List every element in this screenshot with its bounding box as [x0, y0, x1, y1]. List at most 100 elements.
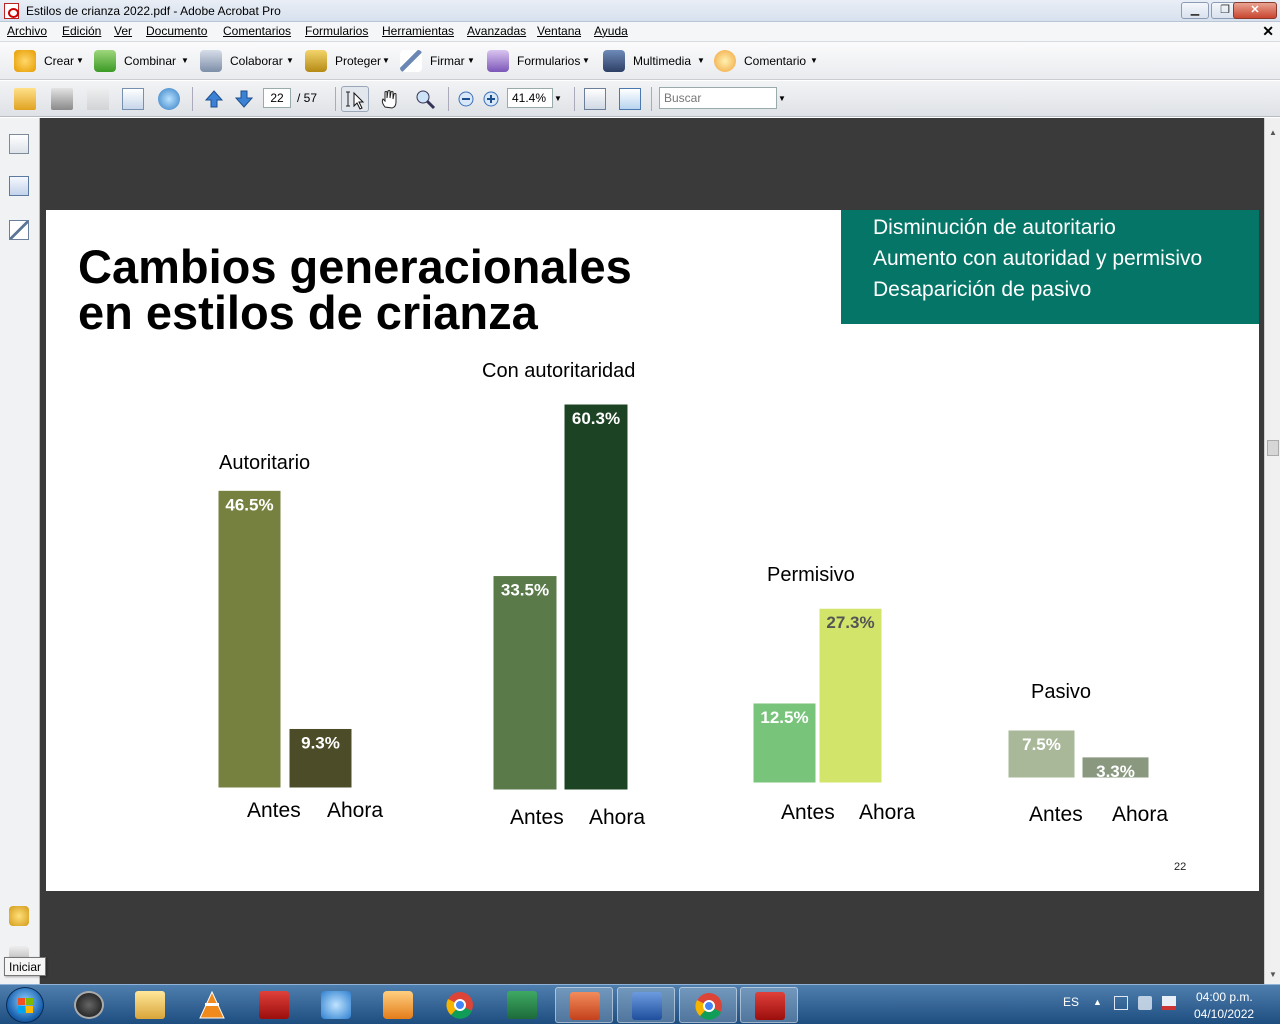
menu-herramientas[interactable]: Herramientas	[382, 24, 455, 38]
category-label-ahora: Ahora	[1112, 803, 1168, 826]
taskbar-excel[interactable]	[493, 987, 551, 1023]
comentario-button[interactable]: Comentario ▼	[714, 50, 818, 72]
scroll-up-icon[interactable]: ▲	[1269, 128, 1277, 137]
email-icon[interactable]	[122, 88, 144, 110]
volume-icon[interactable]	[1138, 996, 1152, 1010]
open-folder-icon[interactable]	[14, 88, 36, 110]
chevron-down-icon: ▼	[382, 56, 390, 65]
page-total: / 57	[297, 91, 318, 105]
arrow-down-icon	[234, 90, 254, 108]
minimize-icon: ▁	[1190, 4, 1200, 16]
previous-page-button[interactable]	[203, 88, 225, 110]
summary-callout: Disminución de autoritario Aumento con a…	[841, 210, 1259, 324]
toolbar-separator	[192, 87, 193, 111]
bookmarks-icon[interactable]	[9, 176, 29, 196]
app-16-icon	[74, 991, 104, 1019]
fit-width-icon[interactable]	[584, 88, 606, 110]
toolbar-separator	[335, 87, 336, 111]
colaborar-button[interactable]: Colaborar ▼	[200, 50, 295, 72]
category-label-ahora: Ahora	[589, 806, 645, 829]
chevron-down-icon: ▼	[582, 56, 590, 65]
chevron-down-icon: ▼	[286, 56, 294, 65]
firmar-button[interactable]: Firmar ▼	[400, 50, 476, 72]
menu-bar: Archivo Edición Ver Documento Comentario…	[0, 22, 1280, 42]
taskbar-file-explorer[interactable]	[121, 987, 179, 1023]
taskbar-acrobat[interactable]	[245, 987, 303, 1023]
menu-comentarios[interactable]: Comentarios	[223, 24, 292, 38]
chevron-down-icon[interactable]: ▼	[554, 94, 562, 103]
tray-expand-icon[interactable]: ▲	[1093, 997, 1102, 1007]
save-icon[interactable]	[87, 88, 109, 110]
bar-value-label: 12.5%	[760, 708, 808, 727]
next-page-button[interactable]	[233, 88, 255, 110]
menu-documento[interactable]: Documento	[146, 24, 208, 38]
action-center-icon[interactable]	[1162, 996, 1176, 1010]
taskbar-media-player[interactable]	[369, 987, 427, 1023]
taskbar-app-16[interactable]	[60, 987, 118, 1023]
clock-date[interactable]: 04/10/2022	[1194, 1007, 1255, 1021]
chevron-down-icon[interactable]: ▼	[778, 94, 786, 103]
bar-value-label: 33.5%	[501, 581, 549, 600]
hand-tool-button[interactable]	[378, 88, 400, 110]
web-globe-icon[interactable]	[158, 88, 180, 110]
start-button[interactable]	[6, 987, 44, 1023]
bar-value-label: 9.3%	[301, 733, 340, 752]
vertical-scrollbar[interactable]: ▲ ▼	[1264, 118, 1280, 984]
film-icon	[603, 50, 625, 72]
taskbar-acrobat-active[interactable]	[740, 987, 798, 1023]
menu-formularios[interactable]: Formularios	[305, 24, 369, 38]
signatures-icon[interactable]	[9, 220, 29, 240]
scroll-down-icon[interactable]: ▼	[1269, 970, 1277, 979]
network-icon[interactable]	[1114, 996, 1128, 1010]
vlc-icon	[199, 991, 225, 1019]
menu-ventana[interactable]: Ventana	[537, 24, 582, 38]
scrollbar-thumb[interactable]	[1267, 440, 1279, 456]
multimedia-button[interactable]: Multimedia ▼	[603, 50, 705, 72]
taskbar-vlc[interactable]	[183, 987, 241, 1023]
zoom-input[interactable]: 41.4%	[507, 88, 553, 108]
toolbar-separator	[651, 87, 652, 111]
taskbar-word[interactable]	[617, 987, 675, 1023]
pen-sign-icon	[400, 50, 422, 72]
taskbar-chrome-profile[interactable]	[679, 987, 737, 1023]
bar-value-label: 46.5%	[225, 495, 273, 514]
bar-value-label: 27.3%	[826, 613, 874, 632]
menu-avanzadas[interactable]: Avanzadas	[467, 24, 527, 38]
proteger-button[interactable]: Proteger ▼	[305, 50, 391, 72]
menu-edicion[interactable]: Edición	[62, 24, 102, 38]
category-label-antes: Antes	[510, 806, 564, 829]
menu-ver[interactable]: Ver	[114, 24, 133, 38]
zoom-in-button[interactable]	[480, 88, 502, 110]
taskbar-chrome[interactable]	[431, 987, 489, 1023]
chevron-down-icon: ▼	[810, 56, 818, 65]
taskbar-powerpoint[interactable]	[555, 987, 613, 1023]
close-document-icon[interactable]: ✕	[1262, 23, 1274, 39]
minimize-button[interactable]: ▁	[1181, 2, 1209, 19]
close-button[interactable]: ✕	[1233, 2, 1277, 19]
crear-button[interactable]: Crear ▼	[14, 50, 86, 72]
group-title-con-autoritaridad: Con autoritaridad	[482, 360, 635, 382]
fit-page-icon[interactable]	[619, 88, 641, 110]
search-input[interactable]: Buscar	[659, 87, 777, 109]
page-number-input[interactable]: 22	[263, 88, 291, 108]
acrobat-active-icon	[755, 992, 785, 1020]
pages-icon[interactable]	[9, 134, 29, 154]
language-indicator[interactable]: ES	[1063, 995, 1080, 1009]
window-titlebar[interactable]: Estilos de crianza 2022.pdf - Adobe Acro…	[0, 0, 1280, 22]
comments-icon[interactable]	[9, 906, 29, 926]
zoom-out-icon	[458, 91, 474, 107]
menu-archivo[interactable]: Archivo	[7, 24, 48, 38]
print-icon[interactable]	[51, 88, 73, 110]
zoom-tool-button[interactable]	[414, 88, 436, 110]
combinar-button[interactable]: Combinar ▼	[94, 50, 190, 72]
app-blue-icon	[321, 991, 351, 1019]
chevron-down-icon: ▼	[76, 56, 84, 65]
menu-ayuda[interactable]: Ayuda	[594, 24, 628, 38]
lock-icon	[305, 50, 327, 72]
group-title-autoritario: Autoritario	[219, 452, 310, 474]
taskbar-app-blue[interactable]	[307, 987, 365, 1023]
clock-time[interactable]: 04:00 p.m.	[1196, 990, 1253, 1004]
zoom-out-button[interactable]	[455, 88, 477, 110]
select-tool-button[interactable]	[341, 86, 369, 112]
formularios-button[interactable]: Formularios ▼	[487, 50, 591, 72]
